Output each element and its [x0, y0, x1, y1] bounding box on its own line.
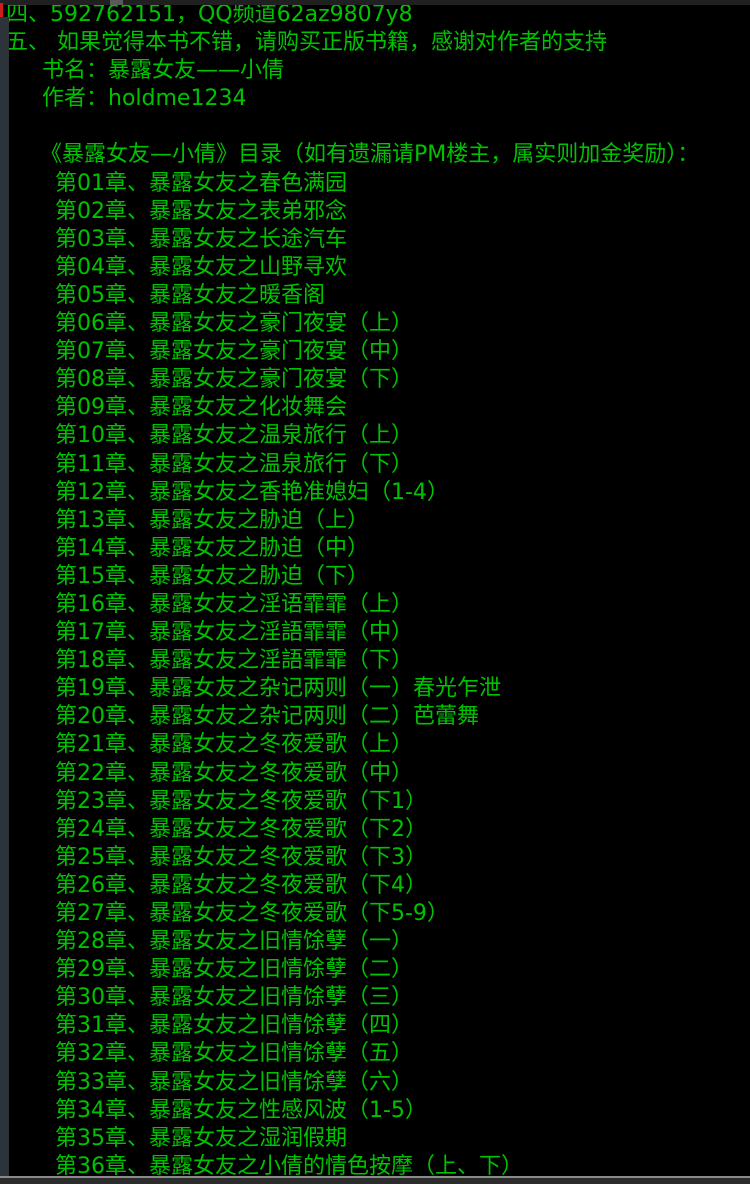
- author-line: 作者：holdme1234: [42, 86, 247, 112]
- chapter-line: 第15章、暴露女友之胁迫（下）: [55, 563, 369, 589]
- chapter-line: 第13章、暴露女友之胁迫（上）: [55, 507, 369, 533]
- chapter-line: 第35章、暴露女友之湿润假期: [55, 1125, 347, 1151]
- chapter-line: 第31章、暴露女友之旧情馀孽（四）: [55, 1013, 413, 1039]
- scrollbar-position-marker: [0, 3, 3, 17]
- chapter-list: 第01章、暴露女友之春色满园 第02章、暴露女友之表弟邪念 第03章、暴露女友之长途…: [0, 170, 750, 1181]
- chapter-line: 第32章、暴露女友之旧情馀孽（五）: [55, 1041, 413, 1067]
- chapter-line: 第22章、暴露女友之冬夜爱歌（中）: [55, 760, 413, 786]
- chapter-line: 第07章、暴露女友之豪门夜宴（中）: [55, 339, 413, 365]
- toc-title: 《暴露女友—小倩》目录（如有遗漏请PM楼主，属实则加金奖励）：: [40, 142, 700, 168]
- chapter-line: 第27章、暴露女友之冬夜爱歌（下5-9）: [55, 901, 449, 926]
- chapter-line: 第30章、暴露女友之旧情馀孽（三）: [55, 985, 413, 1011]
- chapter-line: 第01章、暴露女友之春色满园: [55, 170, 347, 196]
- chapter-line: 第36章、暴露女友之小倩的情色按摩（上、下）: [55, 1153, 523, 1179]
- chapter-line: 第03章、暴露女友之长途汽车: [55, 226, 347, 252]
- chapter-line: 第34章、暴露女友之性感风波（1-5）: [55, 1097, 427, 1123]
- chapter-line: 第21章、暴露女友之冬夜爱歌（上）: [55, 732, 413, 758]
- blank-line: [0, 113, 750, 141]
- vertical-scrollbar-track[interactable]: [0, 17, 9, 1184]
- horizontal-scrollbar-track[interactable]: [0, 1176, 750, 1184]
- window-top-edge: [0, 0, 750, 5]
- note-line-4: 四、592762151，QQ频道62az9807y8: [6, 2, 413, 27]
- chapter-line: 第29章、暴露女友之旧情馀孽（二）: [55, 957, 413, 983]
- chapter-line: 第25章、暴露女友之冬夜爱歌（下3）: [55, 844, 427, 870]
- chapter-line: 第08章、暴露女友之豪门夜宴（下）: [55, 367, 413, 393]
- chapter-line: 第09章、暴露女友之化妆舞会: [55, 395, 347, 421]
- chapter-line: 第20章、暴露女友之杂记两则（二）芭蕾舞: [55, 704, 479, 730]
- chapter-line: 第16章、暴露女友之淫语霏霏（上）: [55, 591, 413, 617]
- chapter-line: 第02章、暴露女友之表弟邪念: [55, 198, 347, 224]
- chapter-line: 第28章、暴露女友之旧情馀孽（一）: [55, 929, 413, 955]
- chapter-line: 第24章、暴露女友之冬夜爱歌（下2）: [55, 816, 427, 842]
- book-name-line: 书名：暴露女友——小倩: [42, 58, 285, 84]
- chapter-line: 第11章、暴露女友之温泉旅行（下）: [55, 451, 413, 477]
- chapter-line: 第17章、暴露女友之淫語霏霏（中）: [55, 620, 413, 646]
- chapter-line: 第18章、暴露女友之淫語霏霏（下）: [55, 648, 413, 674]
- chapter-line: 第19章、暴露女友之杂记两则（一）春光乍泄: [55, 676, 501, 702]
- chapter-line: 第23章、暴露女友之冬夜爱歌（下1）: [55, 788, 427, 814]
- window-top-edge-tick: [110, 0, 123, 5]
- chapter-line: 第26章、暴露女友之冬夜爱歌（下4）: [55, 872, 427, 898]
- chapter-line: 第06章、暴露女友之豪门夜宴（上）: [55, 311, 413, 337]
- note-line-5: 五、 如果觉得本书不错，请购买正版书籍，感谢对作者的支持: [6, 30, 607, 56]
- chapter-line: 第12章、暴露女友之香艳准媳妇（1-4）: [55, 479, 449, 505]
- chapter-line: 第05章、暴露女友之暖香阁: [55, 282, 325, 308]
- chapter-line: 第33章、暴露女友之旧情馀孽（六）: [55, 1069, 413, 1095]
- chapter-line: 第10章、暴露女友之温泉旅行（上）: [55, 423, 413, 449]
- chapter-line: 第14章、暴露女友之胁迫（中）: [55, 535, 369, 561]
- chapter-line: 第04章、暴露女友之山野寻欢: [55, 254, 347, 280]
